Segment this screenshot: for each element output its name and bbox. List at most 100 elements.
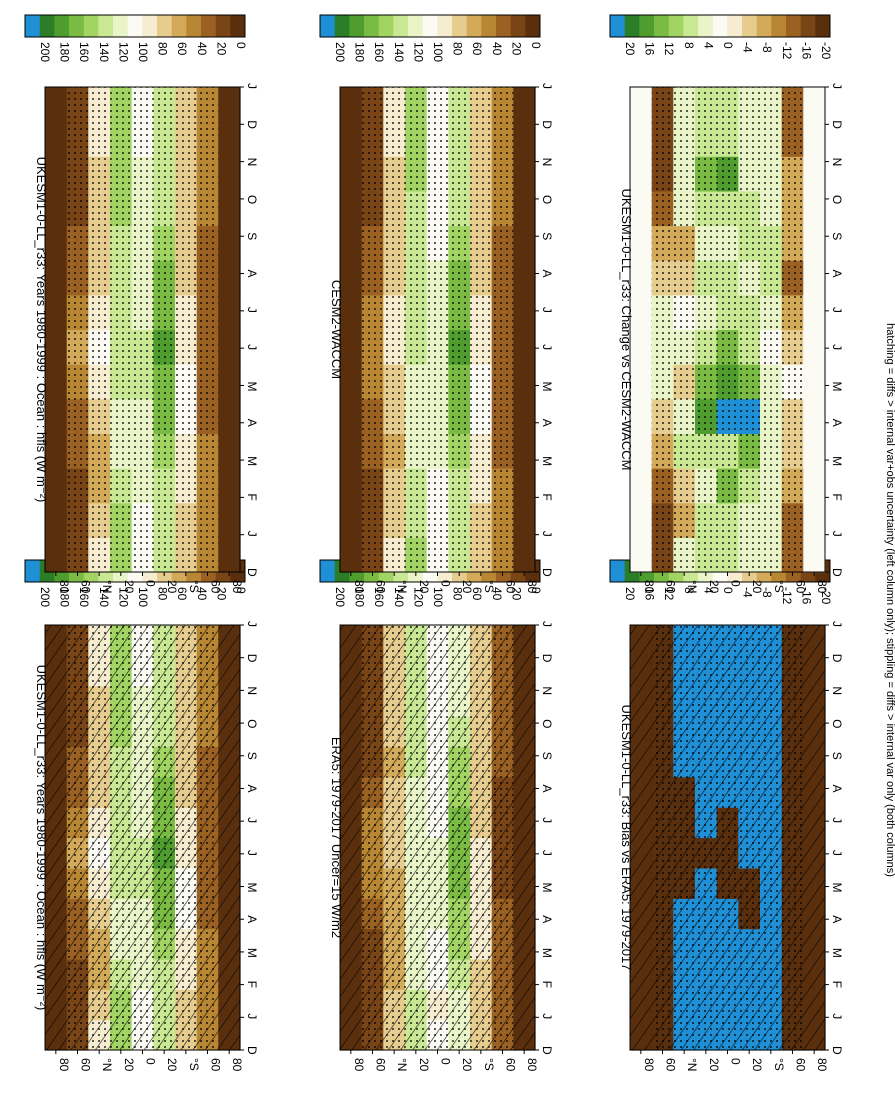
- month-tick-label: M: [540, 948, 554, 958]
- month-tick-label: D: [540, 654, 554, 663]
- heatmap-cell: [803, 260, 826, 296]
- colorbar-swatch: [683, 15, 699, 37]
- heatmap-cell: [340, 398, 363, 434]
- stippling-overlay: [66, 87, 219, 572]
- heatmap-cell: [218, 468, 241, 504]
- heatmap-cell: [803, 433, 826, 469]
- lat-tick-label: °N: [685, 1058, 699, 1071]
- heatmap-cell: [218, 294, 241, 331]
- heatmap-cell: [340, 87, 363, 123]
- colorbar-tick-label: -20: [819, 587, 833, 605]
- month-tick-label: A: [830, 270, 844, 278]
- colorbar-swatch: [654, 15, 670, 37]
- colorbar-tick-label: 100: [136, 587, 150, 607]
- heatmap-cell: [630, 329, 653, 365]
- colorbar-swatch: [452, 15, 468, 37]
- heatmap-cell: [513, 225, 536, 261]
- month-tick-label: J: [830, 344, 844, 350]
- month-tick-label: D: [830, 568, 844, 577]
- colorbar-tick-label: -4: [741, 42, 755, 53]
- lat-tick-label: 60: [79, 1058, 93, 1072]
- colorbar-tick-label: 140: [97, 42, 111, 62]
- colorbar-swatch: [186, 15, 202, 37]
- month-tick-label: F: [245, 493, 259, 500]
- colorbar-tick-label: -12: [780, 42, 794, 60]
- heatmap-cell: [513, 329, 536, 365]
- lat-tick-label: 80: [525, 1058, 539, 1072]
- colorbar-tick-label: 16: [643, 42, 657, 56]
- heatmap-cell: [45, 156, 68, 192]
- heatmap-cell: [340, 468, 363, 504]
- colorbar-tick-label: 0: [721, 42, 735, 49]
- colorbar-swatch: [800, 15, 816, 37]
- heatmap-cell: [45, 121, 68, 157]
- month-tick-label: M: [830, 456, 844, 466]
- heatmap-cell: [340, 294, 363, 331]
- panel-bottom-right: 80 60 °N 20 0 20 °S 60 80DJFMAMJJASONDJUKESM1-0-…: [609, 14, 844, 594]
- month-tick-label: M: [830, 381, 844, 391]
- month-tick-label: A: [245, 915, 259, 923]
- lat-tick-label: 80: [642, 1058, 656, 1072]
- month-tick-label: J: [245, 307, 259, 313]
- month-tick-label: J: [540, 83, 554, 89]
- heatmap-cell: [218, 260, 241, 296]
- colorbar-tick-label: 160: [372, 587, 386, 607]
- heatmap-cell: [340, 225, 363, 261]
- lat-tick-label: 20: [417, 580, 431, 594]
- lat-tick-label: 20: [460, 580, 474, 594]
- month-tick-label: A: [540, 419, 554, 427]
- footer-note: hatching = diffs > internal var+obs unce…: [884, 323, 895, 877]
- month-tick-label: F: [245, 981, 259, 988]
- heatmap-cell: [803, 121, 826, 157]
- colorbar-swatch: [25, 560, 41, 582]
- month-tick-label: O: [245, 719, 259, 728]
- colorbar-tick-label: 80: [451, 587, 465, 601]
- colorbar-swatch: [437, 15, 453, 37]
- heatmap-cell: [340, 121, 363, 157]
- colorbar-tick-label: 20: [623, 587, 637, 601]
- colorbar-tick-label: 100: [136, 42, 150, 62]
- colorbar-tick-label: -4: [741, 587, 755, 598]
- month-tick-label: D: [245, 120, 259, 129]
- heatmap-cell: [630, 121, 653, 157]
- colorbar-swatch: [113, 15, 129, 37]
- panel-title: CESM2-WACCM: [329, 280, 344, 379]
- colorbar-tick-label: 100: [431, 42, 445, 62]
- panel-bottom-left: 80 60 °N 20 0 20 °S 60 80DJFMAMJJASONDJUKESM1-0-…: [609, 559, 844, 1072]
- colorbar-swatch: [771, 15, 787, 37]
- heatmap-cell: [45, 190, 68, 227]
- month-tick-label: J: [245, 344, 259, 350]
- colorbar-tick-label: -20: [819, 42, 833, 60]
- month-tick-label: A: [245, 419, 259, 427]
- lat-tick-label: 60: [664, 580, 678, 594]
- colorbar-frame: [609, 14, 831, 38]
- colorbar-tick-label: 80: [156, 42, 170, 56]
- month-tick-label: D: [830, 120, 844, 129]
- lat-tick-label: °S: [187, 1058, 201, 1071]
- lat-tick-label: 20: [417, 1058, 431, 1072]
- panel-title: UKESM1-0-LL_r33: Change vs CESM2-WACCM: [619, 189, 634, 471]
- month-tick-label: J: [830, 621, 844, 627]
- colorbar-tick-label: 40: [195, 587, 209, 601]
- month-tick-label: J: [540, 344, 554, 350]
- colorbar-tick-label: 20: [509, 42, 523, 56]
- colorbar-tick-label: 8: [682, 587, 696, 594]
- colorbar-tick-label: 140: [97, 587, 111, 607]
- lat-tick-label: 60: [504, 1058, 518, 1072]
- lat-tick-label: 20: [707, 580, 721, 594]
- month-tick-label: J: [245, 621, 259, 627]
- colorbar-swatch: [668, 15, 684, 37]
- panel-top-left: 80 60 °N 20 0 20 °S 60 80DJFMAMJJASONDJUKESM1-0-…: [24, 559, 259, 1072]
- heatmap-cell: [45, 502, 68, 538]
- heatmap-cell: [45, 225, 68, 261]
- colorbar-tick-label: 40: [490, 587, 504, 601]
- lat-tick-label: 80: [57, 1058, 71, 1072]
- heatmap-cell: [803, 294, 826, 331]
- heatmap-cell: [513, 364, 536, 400]
- heatmap-cell: [803, 537, 826, 573]
- colorbar-swatch: [69, 15, 85, 37]
- lat-tick-label: 20: [165, 1058, 179, 1072]
- heatmap-cell: [340, 260, 363, 296]
